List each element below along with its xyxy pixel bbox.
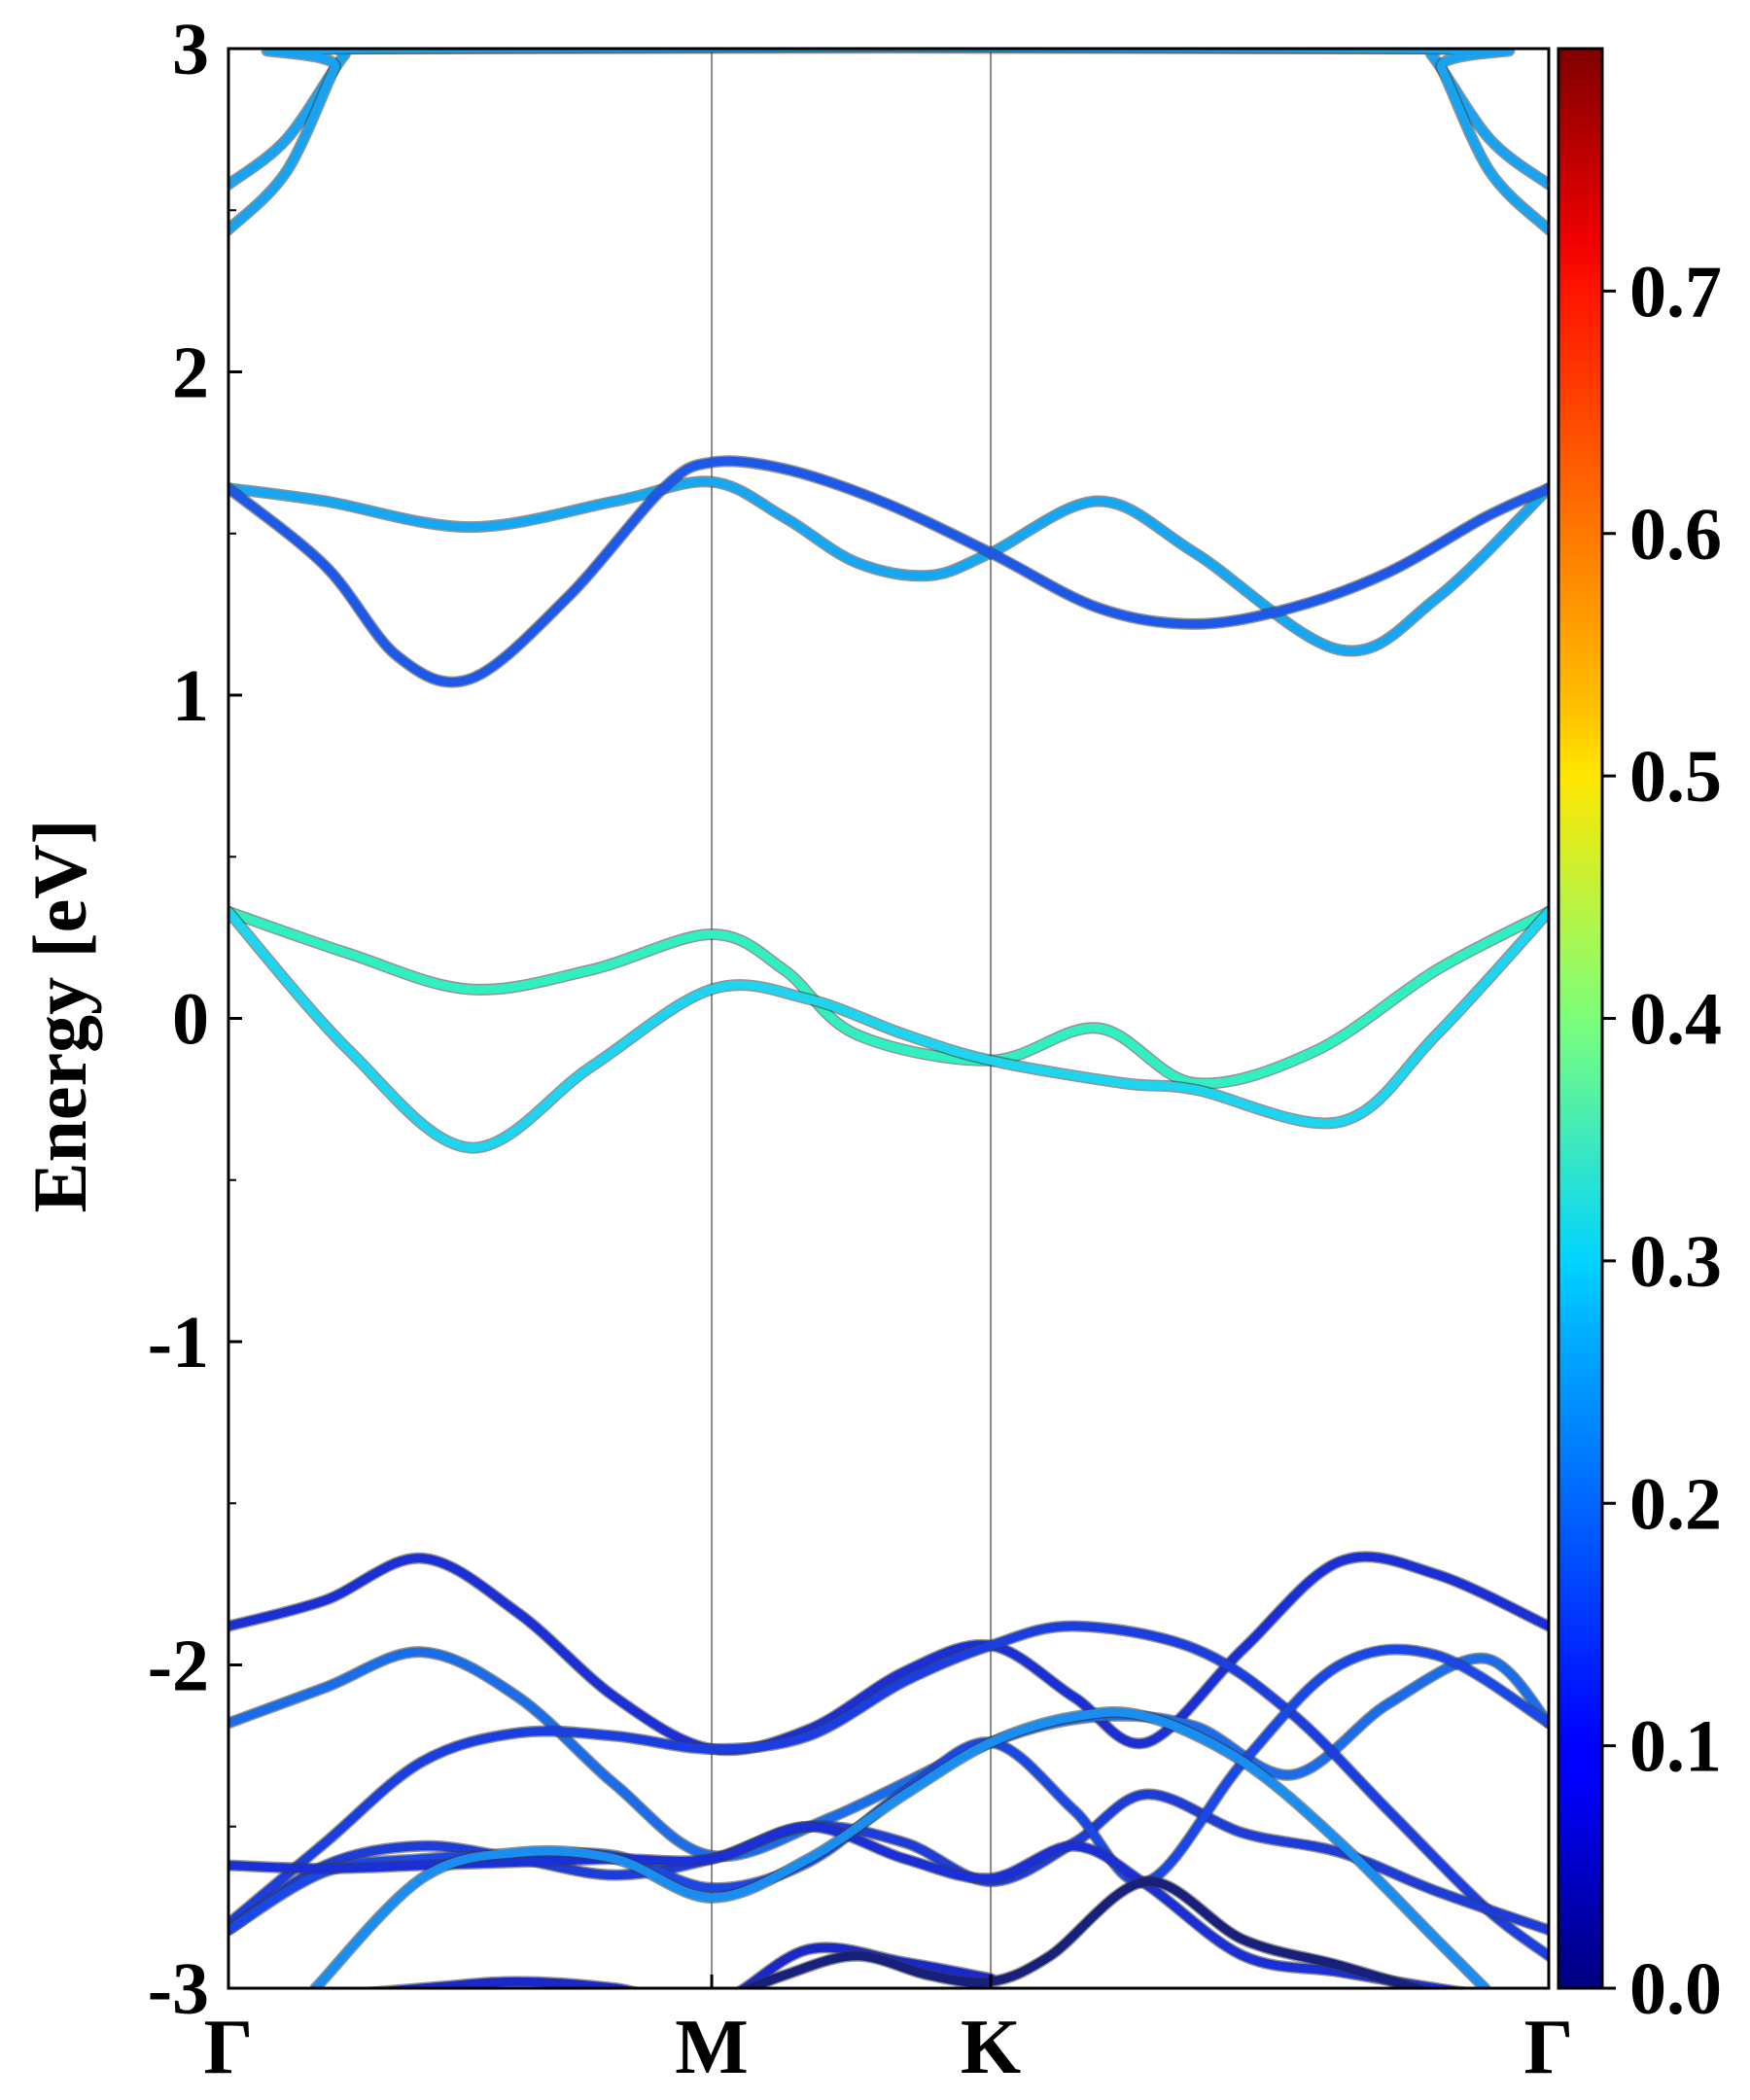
y-tick-label: 2 (172, 332, 209, 414)
band-outline-1 (228, 49, 1549, 236)
colorbar-tick-label: 0.2 (1629, 1463, 1722, 1545)
band-line-12 (310, 1707, 1489, 1988)
y-tick-label: 1 (172, 655, 209, 737)
band-line-9 (228, 1789, 1549, 1935)
y-tick-label: -3 (148, 1948, 209, 2030)
band-outline-4 (228, 905, 1549, 1090)
y-tick-label: 3 (172, 9, 209, 90)
band-line-0 (228, 49, 1549, 190)
colorbar (1557, 47, 1604, 1990)
y-tick-label: -2 (148, 1626, 209, 1707)
high-symmetry-lines (711, 49, 993, 1988)
y-tick-label: -1 (148, 1302, 209, 1383)
y-tick-label: 0 (172, 979, 209, 1061)
colorbar-tick-label: 0.7 (1629, 251, 1722, 332)
x-tick-label: Γ (204, 2005, 254, 2090)
band-line-4 (228, 907, 1549, 1089)
x-tick-label: M (675, 2005, 749, 2090)
band-line-8 (228, 1622, 1549, 1961)
colorbar-tick-label: 0.6 (1629, 494, 1722, 576)
band-line-14 (738, 1876, 1431, 1988)
band-line-2 (228, 476, 1549, 656)
band-line-6 (228, 1552, 1549, 1755)
band-line-5 (228, 907, 1549, 1153)
y-axis-label: Energy [eV] (18, 819, 102, 1212)
plot-frame (227, 47, 1551, 1990)
x-tick-label: Γ (1524, 2005, 1574, 2090)
band-line-3 (228, 456, 1549, 687)
y-axis: -3 -2 -1 0 1 2 3 (148, 9, 242, 2030)
colorbar-tick-label: 0.0 (1629, 1948, 1722, 2030)
band-outline-0 (228, 49, 1549, 191)
band-line-7 (228, 1647, 1549, 1861)
colorbar-tick-label: 0.3 (1629, 1221, 1722, 1303)
colorbar-tick-label: 0.4 (1629, 979, 1722, 1061)
colorbar-tick-label: 0.1 (1629, 1706, 1722, 1788)
band-line-1 (228, 49, 1549, 234)
colorbar-tick-label: 0.5 (1629, 736, 1722, 818)
band-lines (228, 49, 1549, 1988)
colorbar-axis: 0.0 0.1 0.2 0.3 0.4 0.5 0.6 0.7 (1602, 251, 1722, 2030)
x-tick-label: K (961, 2005, 1021, 2090)
